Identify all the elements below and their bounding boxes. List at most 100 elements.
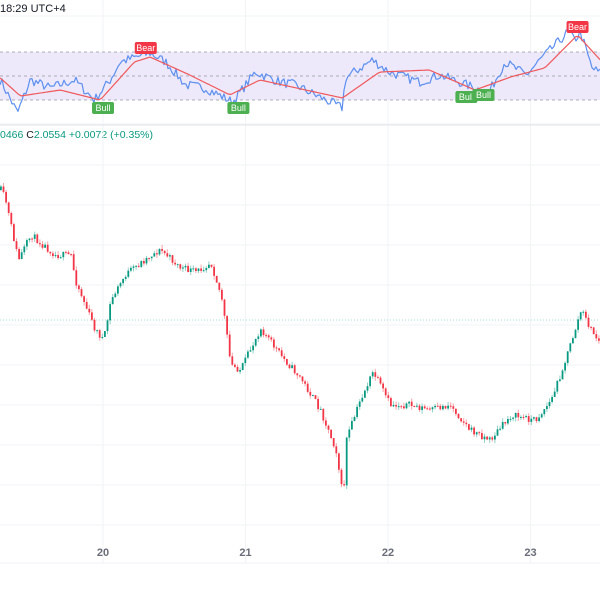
candle bbox=[179, 263, 182, 271]
candle-body bbox=[317, 398, 319, 410]
candle-body bbox=[41, 244, 44, 248]
candle-body bbox=[293, 365, 296, 374]
candle-body bbox=[200, 268, 202, 271]
bull-signal-label: Bull bbox=[455, 91, 478, 103]
candle-body bbox=[5, 191, 7, 203]
candle bbox=[288, 363, 291, 370]
candle-body bbox=[345, 437, 348, 486]
candle bbox=[462, 418, 465, 426]
candle bbox=[517, 409, 520, 422]
candle-body bbox=[579, 312, 582, 320]
candle bbox=[98, 329, 101, 341]
candle bbox=[36, 233, 39, 244]
legend-change: +0.0072 bbox=[68, 129, 108, 141]
candle-body bbox=[247, 351, 249, 358]
candle-body bbox=[405, 403, 408, 409]
candle bbox=[215, 275, 218, 283]
candle-body bbox=[494, 435, 496, 440]
candle-body bbox=[213, 266, 215, 276]
candle bbox=[327, 424, 330, 434]
candle bbox=[332, 437, 335, 449]
candle bbox=[278, 347, 280, 353]
candle bbox=[218, 282, 221, 292]
candle bbox=[119, 281, 122, 289]
candle bbox=[314, 395, 317, 400]
candle bbox=[561, 368, 564, 380]
candle bbox=[423, 404, 426, 410]
candle-body bbox=[109, 304, 111, 321]
candle bbox=[330, 429, 332, 440]
candle-body bbox=[260, 329, 262, 337]
candle-body bbox=[457, 413, 460, 419]
candle bbox=[260, 328, 262, 338]
candle bbox=[247, 349, 249, 360]
candle-body bbox=[512, 417, 514, 419]
candle bbox=[44, 242, 46, 248]
candle bbox=[343, 480, 345, 487]
oscillator-ma-line bbox=[0, 35, 600, 101]
candle-body bbox=[468, 424, 470, 430]
candle-body bbox=[507, 419, 509, 424]
candle bbox=[283, 353, 286, 362]
signal-label-bg bbox=[134, 42, 157, 54]
candle-body bbox=[2, 186, 5, 192]
candle bbox=[556, 379, 559, 394]
candle bbox=[491, 435, 494, 442]
candle-body bbox=[559, 379, 561, 381]
candle-body bbox=[548, 401, 551, 407]
candle bbox=[543, 408, 546, 417]
candle bbox=[135, 265, 137, 270]
candle-body bbox=[585, 311, 587, 318]
candle-body bbox=[527, 416, 530, 422]
candle-body bbox=[20, 252, 23, 260]
candle-body bbox=[249, 350, 252, 352]
candle bbox=[59, 255, 62, 259]
candle bbox=[436, 402, 439, 407]
candle bbox=[452, 403, 455, 413]
candle bbox=[210, 264, 213, 269]
timestamp-label: 18:29 UTC+4 bbox=[0, 3, 66, 15]
candle-body bbox=[122, 278, 124, 284]
candle-body bbox=[96, 330, 98, 332]
candle bbox=[465, 419, 468, 428]
candle-body bbox=[525, 416, 527, 418]
candle-body bbox=[561, 370, 564, 380]
candle bbox=[590, 325, 592, 331]
candle bbox=[509, 416, 512, 422]
candle bbox=[559, 375, 561, 383]
candle-body bbox=[83, 296, 85, 302]
candle bbox=[127, 267, 130, 279]
candle-body bbox=[598, 338, 600, 341]
candle bbox=[494, 432, 496, 444]
candle bbox=[595, 330, 598, 342]
candle-body bbox=[49, 251, 52, 254]
candle bbox=[309, 388, 312, 399]
candle bbox=[387, 391, 390, 402]
candle bbox=[371, 370, 374, 379]
candle bbox=[171, 254, 174, 266]
candle bbox=[356, 403, 358, 420]
candle-body bbox=[26, 240, 28, 247]
candle-body bbox=[218, 282, 221, 290]
candle bbox=[93, 317, 96, 333]
candle bbox=[96, 329, 98, 334]
candle bbox=[431, 406, 434, 413]
candle-body bbox=[67, 252, 70, 255]
candle bbox=[2, 183, 5, 194]
candle-body bbox=[158, 248, 161, 255]
candle bbox=[192, 265, 195, 272]
x-tick-label: 22 bbox=[382, 547, 394, 559]
candle bbox=[124, 274, 127, 282]
candle-body bbox=[244, 357, 247, 364]
candle-body bbox=[280, 350, 283, 357]
signal-label-text: Bear bbox=[568, 22, 587, 32]
candle-body bbox=[390, 398, 392, 407]
candle-body bbox=[171, 255, 174, 263]
candle-body bbox=[62, 251, 65, 258]
candle bbox=[553, 387, 556, 398]
candle bbox=[202, 266, 205, 273]
candle-body bbox=[179, 264, 182, 269]
candle-body bbox=[114, 293, 117, 298]
